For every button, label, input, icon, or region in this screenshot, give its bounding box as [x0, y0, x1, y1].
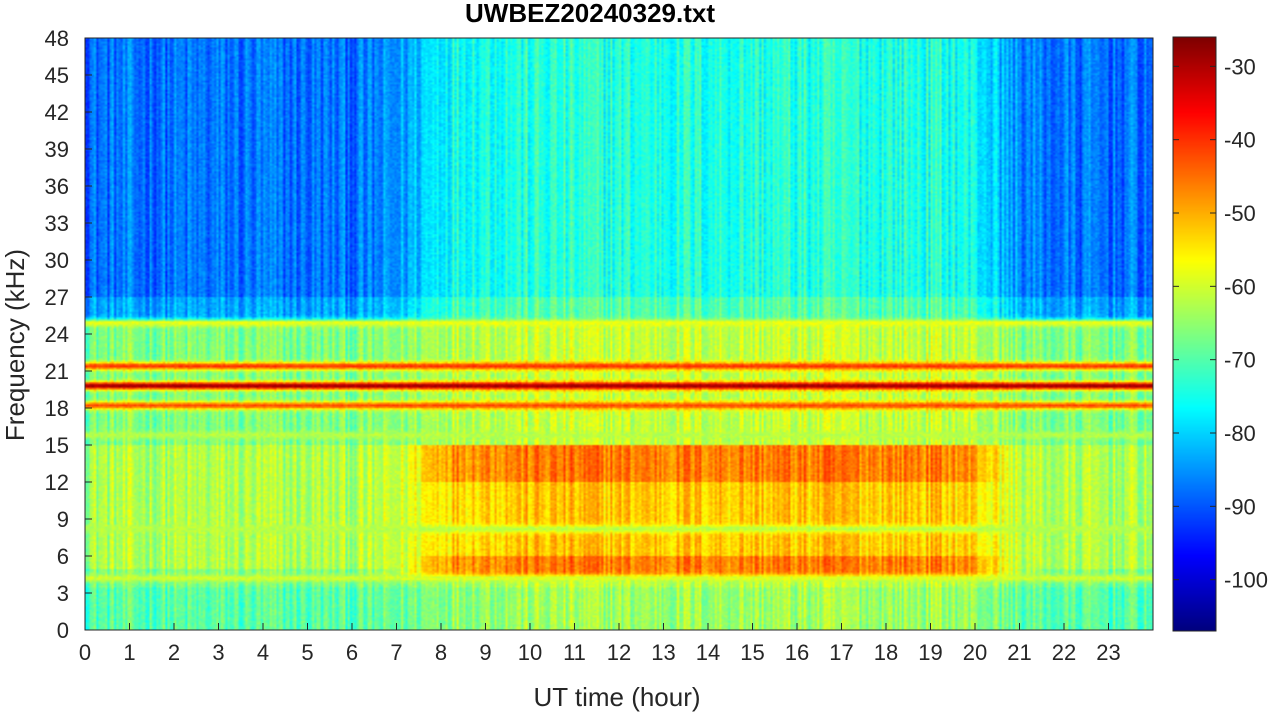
x-tick-label: 21	[1007, 640, 1031, 665]
x-tick-label: 7	[390, 640, 402, 665]
y-tick-label: 42	[45, 100, 69, 125]
y-tick-label: 15	[45, 433, 69, 458]
x-tick-label: 3	[212, 640, 224, 665]
colorbar-gradient	[1173, 37, 1216, 631]
x-tick-label: 15	[740, 640, 764, 665]
x-tick-label: 11	[563, 640, 586, 665]
colorbar-tick-label: -90	[1224, 494, 1256, 519]
x-tick-label: 16	[785, 640, 809, 665]
colorbar: -30 -40 -50 -60 -70 -80 -90 -100	[1172, 36, 1268, 632]
x-tick-label: 14	[696, 640, 720, 665]
colorbar-tick-label: -30	[1224, 54, 1256, 79]
x-tick-label: 9	[479, 640, 491, 665]
y-tick-label: 3	[57, 581, 69, 606]
x-axis-title: UT time (hour)	[533, 682, 700, 712]
y-tick-label: 6	[57, 544, 69, 569]
x-tick-label: 19	[918, 640, 942, 665]
x-tick-label: 2	[168, 640, 180, 665]
colorbar-tick-label: -80	[1224, 421, 1256, 446]
colorbar-ticks: -30 -40 -50 -60 -70 -80 -90 -100	[1173, 54, 1268, 593]
y-tick-label: 36	[45, 174, 69, 199]
y-tick-label: 12	[45, 470, 69, 495]
x-tick-label: 23	[1096, 640, 1120, 665]
x-tick-label: 13	[651, 640, 675, 665]
x-tick-label: 20	[963, 640, 987, 665]
y-tick-label: 39	[45, 137, 69, 162]
x-tick-label: 22	[1052, 640, 1076, 665]
x-tick-label: 10	[518, 640, 542, 665]
colorbar-tick-label: -70	[1224, 348, 1256, 373]
colorbar-tick-label: -100	[1224, 568, 1268, 593]
x-tick-label: 8	[435, 640, 447, 665]
plot-area	[84, 37, 1154, 631]
y-tick-label: 30	[45, 248, 69, 273]
y-tick-label: 24	[45, 322, 69, 347]
x-tick-label: 5	[301, 640, 313, 665]
y-tick-label: 48	[45, 26, 69, 51]
x-tick-label: 17	[829, 640, 853, 665]
spectrogram-heatmap	[85, 38, 1153, 630]
y-axis-title: Frequency (kHz)	[0, 249, 30, 441]
x-tick-label: 18	[874, 640, 898, 665]
colorbar-tick-label: -50	[1224, 201, 1256, 226]
y-tick-label: 0	[57, 618, 69, 643]
x-tick-label: 1	[123, 640, 135, 665]
x-tick-label: 6	[346, 640, 358, 665]
chart-title: UWBEZ20240329.txt	[465, 0, 715, 28]
x-axis: 0 1 2 3 4 5 6 7 8 9 10 11 12 13 14 15 16 17 18 19 20 21 22 23	[79, 623, 1121, 665]
colorbar-tick-label: -40	[1224, 128, 1256, 153]
y-tick-label: 9	[57, 507, 69, 532]
y-tick-label: 45	[45, 63, 69, 88]
y-tick-label: 27	[45, 285, 69, 310]
colorbar-frame	[1172, 36, 1217, 632]
y-tick-label: 21	[45, 359, 69, 384]
colorbar-tick-label: -60	[1224, 274, 1256, 299]
y-tick-label: 18	[45, 396, 69, 421]
x-tick-label: 0	[79, 640, 91, 665]
x-tick-label: 4	[257, 640, 269, 665]
x-tick-label: 12	[607, 640, 631, 665]
y-tick-label: 33	[45, 211, 69, 236]
